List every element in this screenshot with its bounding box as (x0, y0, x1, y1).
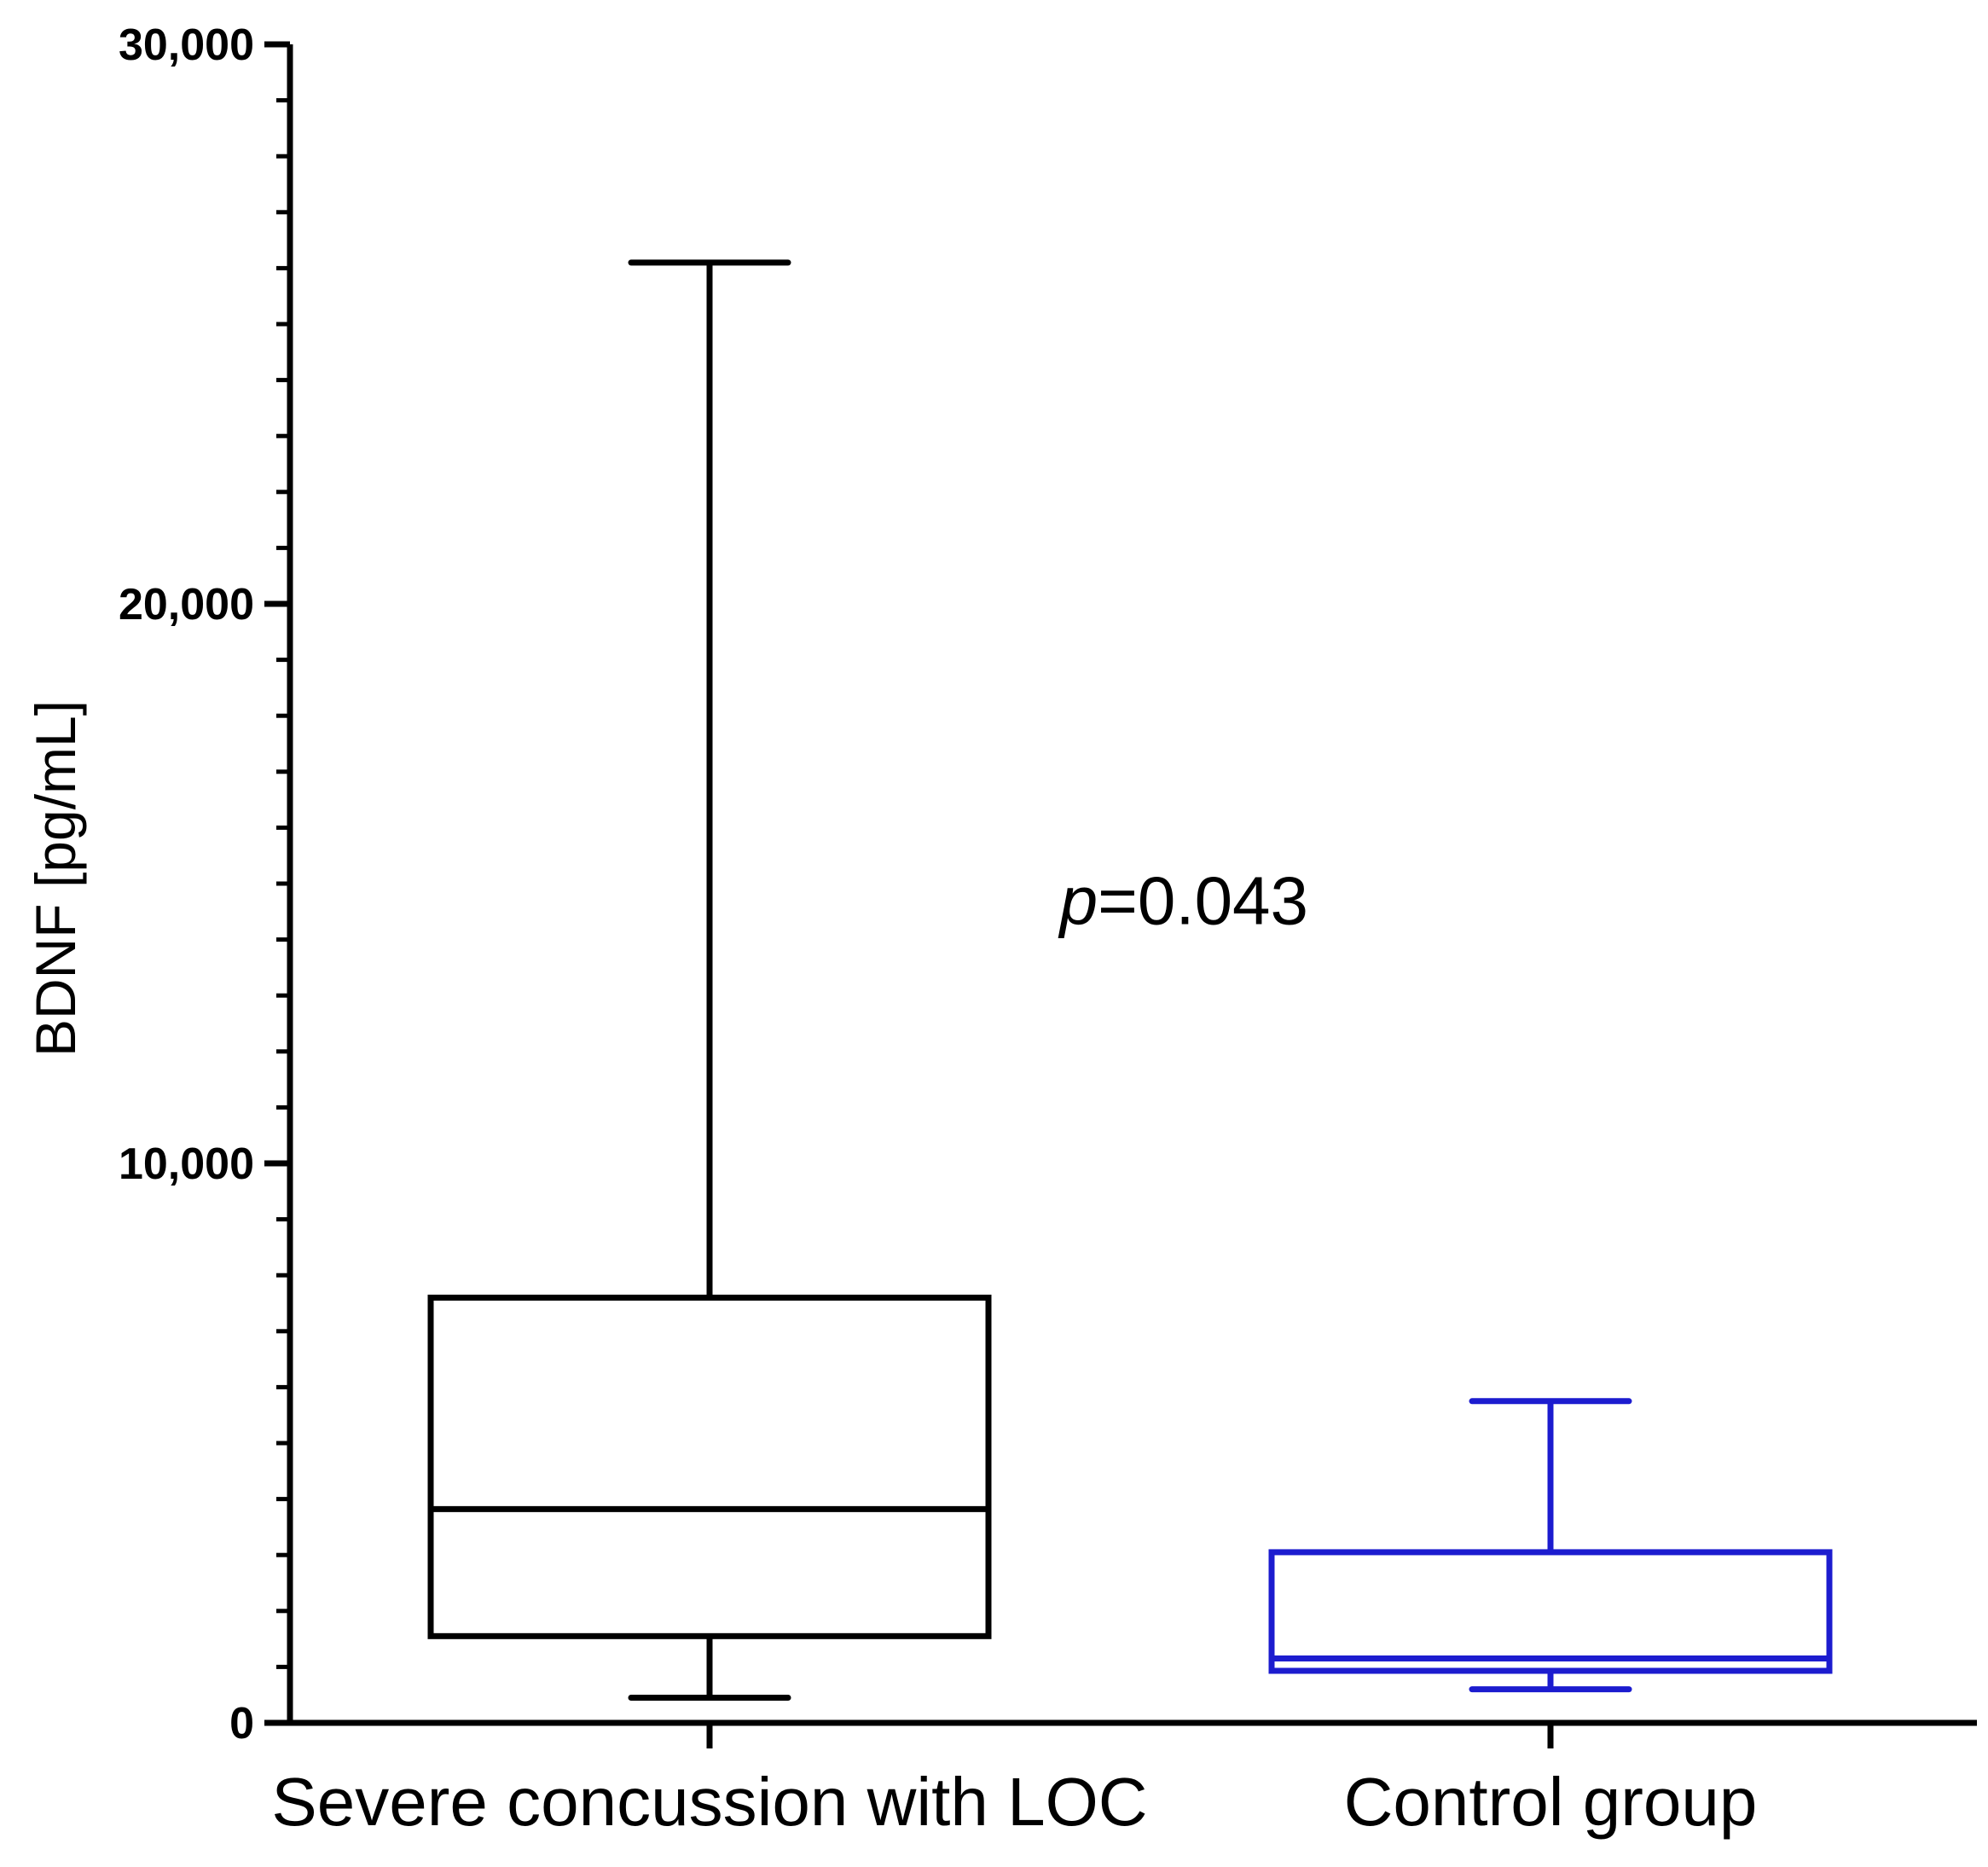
y-ticks: 0 10,000 20,000 30,000 (119, 20, 290, 1748)
box-plot-control-group (1268, 1398, 1833, 1748)
iqr-box (1268, 1549, 1833, 1674)
box-plots (427, 259, 1833, 1748)
x-category-label: Control group (1344, 1764, 1758, 1840)
p-value-text: =0.043 (1098, 863, 1308, 939)
x-category-label: Severe concussion with LOC (271, 1764, 1147, 1840)
box-plot-severe-concussion (427, 259, 992, 1748)
x-category-labels: Severe concussion with LOC Control group (271, 1764, 1757, 1840)
y-tick-label: 30,000 (119, 20, 254, 70)
iqr-box (427, 1294, 992, 1639)
y-axis-title: BDNF [pg/mL] (24, 700, 87, 1057)
p-value-annotation: p=0.043 (1058, 863, 1308, 939)
y-tick-label: 0 (229, 1699, 254, 1748)
p-value-prefix: p (1058, 863, 1098, 939)
y-tick-label: 20,000 (119, 580, 254, 629)
y-tick-label: 10,000 (119, 1139, 254, 1189)
